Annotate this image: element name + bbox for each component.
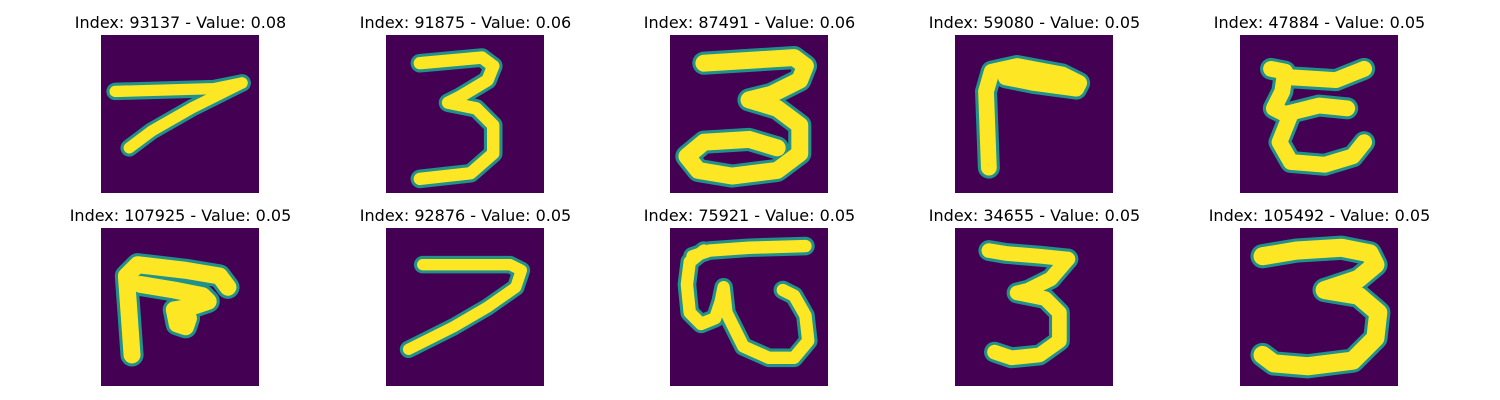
panel-title: Index: 34655 - Value: 0.05 (928, 206, 1141, 225)
image-panel: Index: 75921 - Value: 0.05 (607, 206, 892, 396)
handwritten-glyph-image (1240, 228, 1398, 386)
glyph-stroke-core (402, 259, 528, 355)
panel-title: Index: 59080 - Value: 0.05 (928, 13, 1141, 32)
panel-title: Index: 92876 - Value: 0.05 (359, 206, 572, 225)
glyph-stroke-core (165, 301, 197, 336)
panel-title: Index: 91875 - Value: 0.06 (359, 13, 572, 32)
glyph-stroke-core (680, 244, 815, 364)
image-panel: Index: 107925 - Value: 0.05 (38, 206, 323, 396)
handwritten-glyph-image (670, 35, 828, 193)
image-panel: Index: 87491 - Value: 0.06 (607, 13, 892, 203)
handwritten-glyph-image (101, 35, 259, 193)
glyph-stroke-core (413, 51, 500, 73)
handwritten-glyph-image (386, 35, 544, 193)
image-panel: Index: 34655 - Value: 0.05 (892, 206, 1177, 396)
glyph-stroke-core (678, 49, 814, 185)
glyph-stroke-core (132, 275, 217, 319)
handwritten-glyph-image (955, 228, 1113, 386)
panel-title: Index: 47884 - Value: 0.05 (1213, 13, 1426, 32)
glyph-stroke-core (1263, 60, 1356, 122)
handwritten-glyph-image (670, 228, 828, 386)
handwritten-glyph-image (1240, 35, 1398, 193)
glyph-stroke-core (123, 77, 248, 154)
handwritten-glyph-image (955, 35, 1113, 193)
image-panel: Index: 92876 - Value: 0.05 (323, 206, 608, 396)
panel-title: Index: 87491 - Value: 0.06 (643, 13, 856, 32)
panel-title: Index: 105492 - Value: 0.05 (1208, 206, 1431, 225)
glyph-stroke-core (1271, 106, 1373, 173)
glyph-stroke-core (987, 251, 1076, 366)
image-panel: Index: 91875 - Value: 0.06 (323, 13, 608, 203)
handwritten-glyph-image (386, 228, 544, 386)
glyph-stroke-core (981, 243, 1076, 267)
panel-title: Index: 93137 - Value: 0.08 (74, 13, 287, 32)
image-panel: Index: 47884 - Value: 0.05 (1177, 13, 1462, 203)
image-panel: Index: 105492 - Value: 0.05 (1177, 206, 1462, 396)
image-background (386, 228, 544, 386)
glyph-stroke-core (413, 59, 500, 186)
glyph-stroke-core (1253, 238, 1388, 376)
glyph-stroke-core (1282, 60, 1373, 89)
glyph-stroke-core (117, 256, 237, 364)
panel-title: Index: 75921 - Value: 0.05 (643, 206, 856, 225)
panel-title: Index: 107925 - Value: 0.05 (69, 206, 292, 225)
image-panel: Index: 59080 - Value: 0.05 (892, 13, 1177, 203)
glyph-stroke-core (978, 58, 1088, 176)
handwritten-glyph-image (101, 228, 259, 386)
image-panel: Index: 93137 - Value: 0.08 (38, 13, 323, 203)
